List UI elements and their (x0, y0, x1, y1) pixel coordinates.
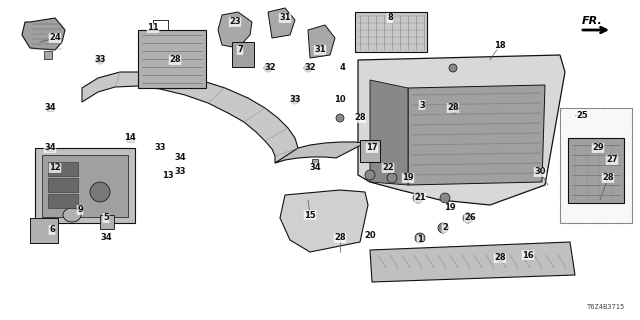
Bar (30, 218, 58, 243)
Text: 30: 30 (534, 167, 546, 177)
Text: 20: 20 (364, 230, 376, 239)
Circle shape (438, 223, 448, 233)
Text: 28: 28 (334, 234, 346, 243)
Text: 17: 17 (366, 143, 378, 153)
Text: 31: 31 (314, 45, 326, 54)
Text: 34: 34 (44, 143, 56, 153)
Text: 28: 28 (447, 103, 459, 113)
Polygon shape (280, 190, 368, 252)
Text: 11: 11 (147, 23, 159, 33)
Bar (48, 194, 78, 208)
Bar (100, 215, 114, 229)
Polygon shape (82, 72, 298, 163)
Polygon shape (408, 85, 545, 185)
Text: 5: 5 (103, 213, 109, 222)
Text: 34: 34 (100, 234, 112, 243)
Text: 9: 9 (77, 205, 83, 214)
Bar (44, 51, 52, 59)
Text: 19: 19 (402, 173, 414, 182)
Polygon shape (308, 25, 335, 58)
Bar (560, 108, 632, 223)
Text: 16: 16 (522, 251, 534, 260)
Text: 21: 21 (414, 194, 426, 203)
Text: 34: 34 (174, 154, 186, 163)
Polygon shape (22, 18, 65, 50)
Text: FR.: FR. (582, 16, 603, 26)
Polygon shape (218, 12, 252, 48)
Text: 22: 22 (382, 164, 394, 172)
Text: 4: 4 (339, 63, 345, 73)
Text: 33: 33 (94, 55, 106, 65)
Bar (560, 108, 632, 223)
Text: 28: 28 (169, 55, 181, 65)
Text: 15: 15 (304, 211, 316, 220)
Text: 3: 3 (419, 100, 425, 109)
Text: 33: 33 (174, 167, 186, 177)
Bar (360, 140, 380, 162)
Polygon shape (268, 8, 295, 38)
Bar (355, 12, 427, 52)
Circle shape (496, 254, 504, 262)
Bar (138, 30, 206, 88)
Text: 12: 12 (49, 164, 61, 172)
Polygon shape (358, 55, 565, 205)
Text: 6: 6 (49, 226, 55, 235)
Text: 34: 34 (309, 164, 321, 172)
Circle shape (264, 64, 272, 72)
Text: 28: 28 (602, 173, 614, 182)
Text: 14: 14 (124, 133, 136, 142)
Bar (48, 178, 78, 192)
Circle shape (291, 96, 299, 104)
Text: 2: 2 (442, 223, 448, 233)
Circle shape (449, 64, 457, 72)
Text: 26: 26 (464, 213, 476, 222)
Circle shape (90, 182, 110, 202)
Polygon shape (370, 242, 575, 282)
Text: 7: 7 (237, 45, 243, 54)
Circle shape (304, 64, 312, 72)
Text: 32: 32 (304, 63, 316, 73)
Circle shape (463, 213, 473, 223)
Circle shape (413, 193, 423, 203)
Bar (47, 105, 53, 111)
Text: 32: 32 (264, 63, 276, 73)
Text: 33: 33 (154, 143, 166, 153)
Circle shape (449, 103, 459, 113)
Polygon shape (275, 142, 365, 163)
Bar (48, 162, 78, 176)
Text: 31: 31 (279, 13, 291, 22)
Circle shape (336, 114, 344, 122)
Bar (42, 155, 128, 217)
Text: 27: 27 (606, 156, 618, 164)
Text: 28: 28 (354, 114, 366, 123)
Circle shape (387, 173, 397, 183)
Text: 25: 25 (576, 110, 588, 119)
Text: 33: 33 (289, 95, 301, 105)
Circle shape (440, 193, 450, 203)
Text: 19: 19 (444, 204, 456, 212)
Bar (47, 145, 53, 151)
Circle shape (415, 233, 425, 243)
Text: 23: 23 (229, 18, 241, 27)
Circle shape (365, 170, 375, 180)
Text: 8: 8 (387, 13, 393, 22)
Text: 18: 18 (494, 41, 506, 50)
Bar (568, 138, 624, 203)
Text: 24: 24 (49, 34, 61, 43)
Text: T6Z4B3715: T6Z4B3715 (587, 304, 625, 310)
Bar (232, 42, 254, 67)
Text: 1: 1 (417, 236, 423, 244)
Text: 29: 29 (592, 143, 604, 153)
Text: 13: 13 (162, 171, 174, 180)
Polygon shape (370, 80, 408, 185)
Text: 28: 28 (494, 253, 506, 262)
Circle shape (96, 56, 104, 64)
Bar (312, 159, 318, 165)
Text: 10: 10 (334, 95, 346, 105)
Ellipse shape (63, 208, 81, 222)
Bar (35, 148, 135, 223)
Text: 34: 34 (44, 103, 56, 113)
Bar (127, 135, 134, 142)
